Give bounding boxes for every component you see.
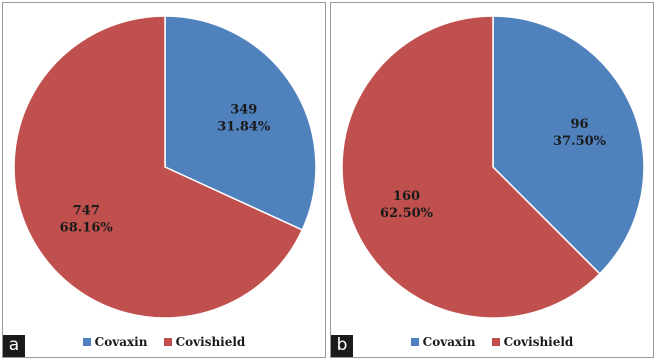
pie-slice-covaxin (164, 15, 317, 231)
legend-label-covishield: Covishield (175, 335, 246, 349)
slice-percent-label: 62.50% (380, 206, 434, 221)
pie-slice-covishield (13, 15, 304, 319)
legend-label-covaxin: Covaxin (94, 335, 148, 349)
legend-b: Covaxin Covishield (331, 335, 653, 349)
slice-count-label: 160 (393, 189, 420, 204)
pie-slice-covishield (341, 15, 601, 319)
legend-label-covaxin: Covaxin (422, 335, 476, 349)
legend-item-covishield: Covishield (491, 335, 574, 349)
legend-swatch-covishield (491, 338, 500, 346)
slice-percent-label: 31.84% (217, 119, 271, 134)
panel-tag-a: a (3, 335, 25, 357)
slice-percent-label: 37.50% (553, 134, 607, 149)
pie-slice-covaxin (492, 15, 645, 275)
pie-chart-a: 349 31.84% 747 68.16% (13, 15, 317, 319)
legend-label-covishield: Covishield (503, 335, 574, 349)
legend-swatch-covaxin (410, 338, 419, 346)
legend-a: Covaxin Covishield (3, 335, 325, 349)
slice-percent-label: 68.16% (60, 221, 114, 236)
legend-swatch-covaxin (82, 338, 91, 346)
slice-count-label: 96 (570, 117, 588, 132)
panel-tag-b: b (331, 335, 353, 357)
pie-chart-b: 96 37.50% 160 62.50% (341, 15, 645, 319)
legend-item-covaxin: Covaxin (410, 335, 476, 349)
chart-panel-a: 349 31.84% 747 68.16% Covaxin Covishield a (2, 2, 326, 358)
slice-count-label: 747 (73, 204, 100, 219)
chart-panel-b: 96 37.50% 160 62.50% Covaxin Covishield b (330, 2, 654, 358)
legend-item-covaxin: Covaxin (82, 335, 148, 349)
slice-count-label: 349 (230, 102, 257, 117)
legend-item-covishield: Covishield (163, 335, 246, 349)
legend-swatch-covishield (163, 338, 172, 346)
